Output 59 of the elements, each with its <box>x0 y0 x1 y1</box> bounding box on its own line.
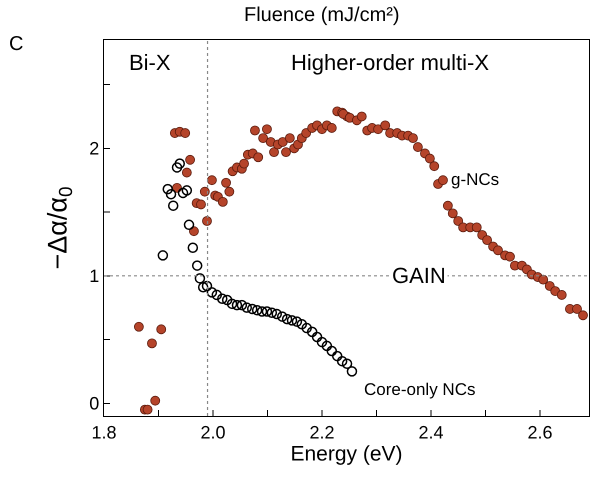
point <box>232 300 242 310</box>
point <box>306 326 318 338</box>
point <box>226 298 238 310</box>
ref-line-label: GAIN <box>392 263 446 288</box>
point <box>236 300 248 310</box>
point <box>336 356 348 366</box>
point <box>222 294 232 306</box>
point <box>168 200 178 211</box>
point <box>198 282 208 293</box>
point <box>292 316 302 327</box>
point <box>322 340 332 352</box>
x-tick-label: 1.8 <box>91 422 117 443</box>
y-tick-label: 1 <box>89 266 100 286</box>
point <box>316 336 328 348</box>
point <box>178 188 188 198</box>
point <box>162 184 174 194</box>
point <box>342 358 352 369</box>
series-label: Core-only NCs <box>364 380 476 399</box>
point <box>182 185 192 196</box>
point <box>282 314 292 324</box>
point <box>301 322 312 334</box>
series-label: g-NCs <box>451 170 500 189</box>
point <box>212 290 222 300</box>
point <box>332 350 342 362</box>
point <box>272 308 282 320</box>
point <box>296 318 308 330</box>
point <box>174 158 185 169</box>
point <box>158 250 168 261</box>
x-tick-label: 2.4 <box>418 422 444 443</box>
point <box>188 242 198 254</box>
point <box>194 273 206 284</box>
x-axis-title: Energy (eV) <box>290 442 403 466</box>
y-tick-label: 0 <box>89 394 100 414</box>
point <box>276 311 288 322</box>
point <box>256 306 268 317</box>
point <box>262 306 272 317</box>
annotation: Bi-X <box>129 50 171 75</box>
point <box>192 260 202 271</box>
point <box>242 302 252 313</box>
point <box>206 287 218 298</box>
point <box>326 346 338 356</box>
point <box>246 304 258 314</box>
text: Fluence (mJ/cm²) <box>244 4 400 26</box>
x-tick-label: 2.0 <box>200 422 226 443</box>
point <box>266 308 278 318</box>
annotation: Higher-order multi-X <box>291 50 490 75</box>
point <box>217 293 228 304</box>
point <box>166 188 176 200</box>
text: C <box>9 33 24 55</box>
y-tick-label: 2 <box>89 138 100 159</box>
point <box>202 280 212 292</box>
point <box>184 220 194 230</box>
point <box>312 332 322 342</box>
x-tick-label: 2.2 <box>309 422 334 443</box>
point <box>286 315 298 326</box>
point <box>252 304 262 316</box>
point <box>172 162 182 173</box>
point <box>346 366 358 377</box>
x-tick-label: 2.6 <box>527 422 552 443</box>
